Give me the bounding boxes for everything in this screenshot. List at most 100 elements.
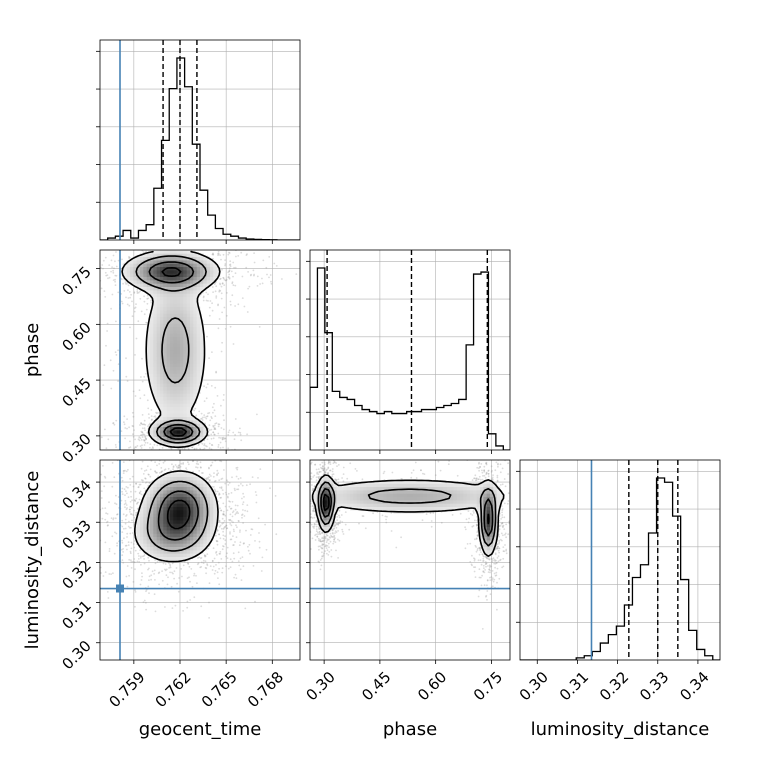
- sample-point: [209, 419, 212, 422]
- density-cell: [176, 403, 181, 407]
- density-cell: [140, 260, 144, 264]
- density-cell: [196, 383, 201, 387]
- density-cell: [123, 266, 127, 271]
- sample-point: [203, 444, 206, 447]
- density-cell: [173, 390, 177, 394]
- sample-point: [206, 383, 209, 385]
- sample-point: [242, 542, 245, 545]
- sample-point: [141, 575, 144, 578]
- sample-point: [229, 263, 232, 266]
- density-cell: [186, 393, 191, 397]
- sample-point: [106, 322, 109, 325]
- density-cell: [173, 333, 177, 337]
- density-cell: [170, 323, 174, 327]
- density-cell: [153, 393, 157, 397]
- sample-point: [48, 251, 50, 253]
- sample-point: [227, 253, 230, 256]
- sample-point: [94, 451, 96, 453]
- sample-point: [139, 445, 142, 448]
- density-cell: [183, 293, 187, 297]
- density-cell: [200, 363, 204, 367]
- density-cell: [170, 280, 174, 284]
- sample-point: [224, 463, 226, 465]
- sample-point: [155, 454, 157, 456]
- density-cell: [146, 526, 151, 531]
- sample-point: [161, 241, 163, 243]
- density-cell: [190, 306, 194, 311]
- density-cell: [166, 270, 171, 274]
- density-cell: [180, 326, 184, 331]
- sample-point: [182, 247, 184, 249]
- sample-point: [134, 245, 136, 247]
- density-cell: [176, 376, 181, 381]
- density-cell: [190, 386, 194, 391]
- sample-point: [203, 385, 206, 388]
- sample-point: [208, 601, 210, 604]
- density-cell: [146, 360, 151, 364]
- density-cell: [160, 253, 164, 257]
- sample-point: [136, 290, 139, 293]
- density-cell: [190, 363, 194, 367]
- density-cell: [176, 323, 181, 327]
- sample-point: [97, 375, 99, 377]
- sample-point: [137, 501, 140, 504]
- sample-point: [106, 520, 109, 523]
- density-cell: [163, 350, 167, 354]
- sample-point: [129, 478, 132, 480]
- density-cell: [186, 293, 191, 297]
- density-cell: [176, 390, 181, 394]
- sample-point: [183, 455, 185, 457]
- sample-point: [221, 437, 224, 439]
- density-cell: [190, 380, 194, 384]
- sample-point: [219, 497, 222, 499]
- sample-point: [174, 604, 177, 607]
- sample-point: [132, 390, 135, 393]
- sample-point: [172, 465, 175, 468]
- density-cell: [193, 276, 197, 281]
- sample-point: [110, 307, 112, 310]
- sample-point: [128, 526, 131, 529]
- sample-point: [100, 497, 103, 499]
- sample-point: [135, 337, 138, 340]
- sample-point: [128, 508, 131, 511]
- density-cell: [156, 346, 161, 351]
- sample-point: [121, 247, 123, 249]
- density-cell: [186, 413, 191, 417]
- density-cell: [180, 260, 184, 264]
- sample-point: [273, 262, 276, 265]
- sample-point: [177, 457, 179, 459]
- density-cell: [200, 273, 204, 277]
- sample-point: [258, 546, 261, 549]
- sample-point: [234, 305, 237, 307]
- sample-point: [219, 278, 222, 280]
- sample-point: [216, 473, 218, 476]
- sample-point: [224, 263, 227, 265]
- sample-point: [229, 518, 232, 521]
- density-cell: [163, 376, 167, 381]
- density-cell: [190, 336, 194, 341]
- sample-point: [112, 422, 114, 425]
- sample-point: [213, 433, 216, 436]
- density-cell: [166, 340, 171, 344]
- sample-point: [135, 458, 137, 460]
- sample-point: [176, 582, 179, 585]
- density-cell: [156, 263, 161, 267]
- sample-point: [217, 254, 220, 257]
- density-cell: [176, 440, 181, 444]
- density-cell: [186, 303, 191, 307]
- density-cell: [136, 536, 141, 541]
- sample-point: [231, 294, 234, 297]
- sample-point: [250, 528, 253, 530]
- sample-point: [141, 380, 144, 383]
- density-cell: [146, 496, 151, 501]
- sample-point: [106, 524, 109, 527]
- sample-point: [238, 544, 241, 547]
- density-cell: [190, 340, 194, 344]
- sample-point: [182, 463, 185, 465]
- sample-point: [167, 448, 169, 450]
- density-cell: [153, 500, 157, 504]
- sample-point: [133, 429, 135, 431]
- sample-point: [226, 557, 229, 559]
- sample-point: [218, 583, 221, 586]
- sample-point: [123, 290, 126, 292]
